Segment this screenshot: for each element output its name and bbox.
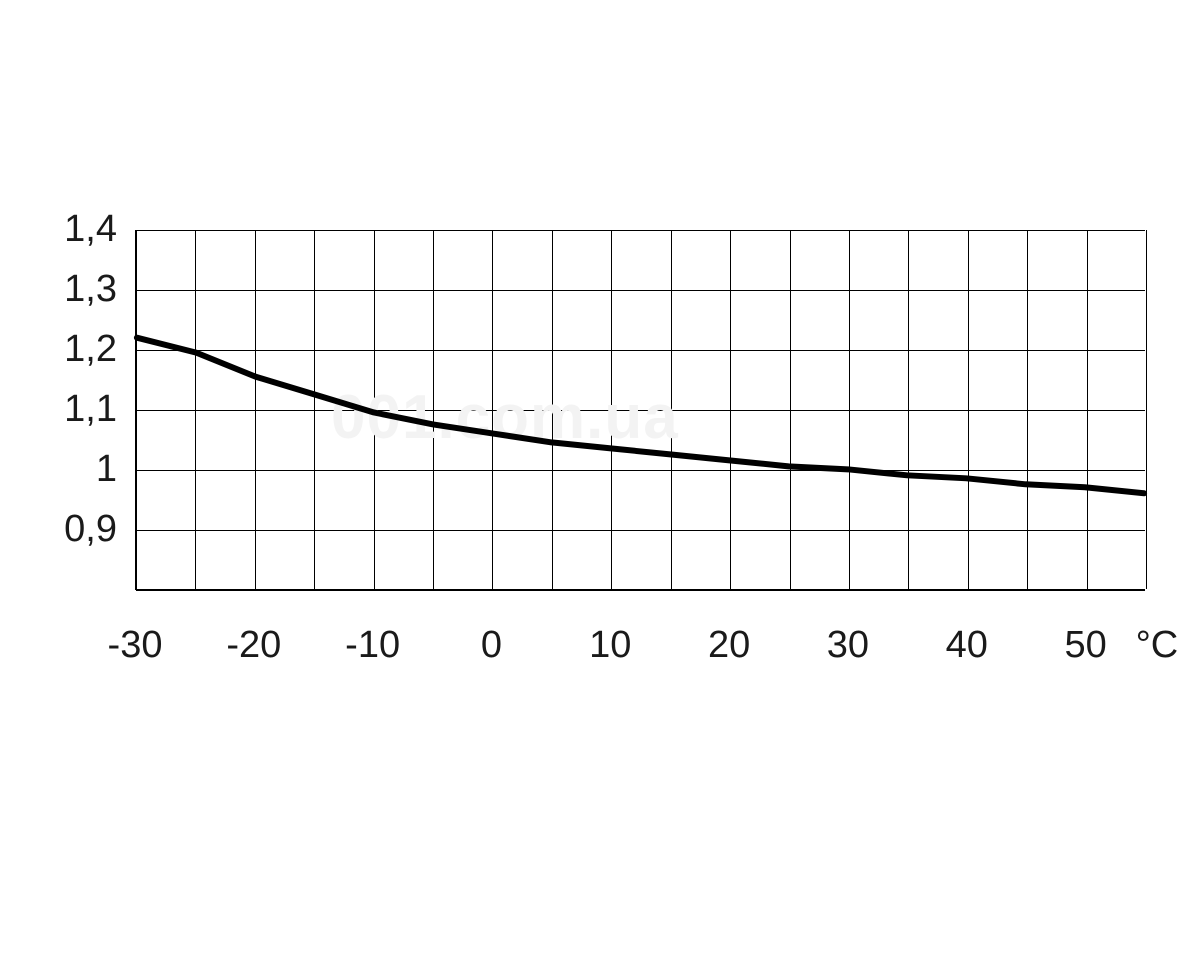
x-tick-label: -10 [345,624,400,667]
y-tick-label: 1,3 [64,268,117,311]
x-tick-label: 30 [827,624,869,667]
plot-area: 001.com.ua [135,230,1145,590]
x-tick-label: -30 [108,624,163,667]
gridline-vertical [1146,230,1147,589]
y-tick-label: 1,4 [64,208,117,251]
x-axis-unit: °C [1136,624,1179,667]
x-tick-label: 20 [708,624,750,667]
line-series [136,230,1145,589]
x-tick-label: 10 [589,624,631,667]
x-tick-label: -20 [226,624,281,667]
y-tick-label: 1 [96,448,117,491]
chart-container: 001.com.ua °C 0,9 1 1,1 1,2 1,3 1,4 -30 -20 -10 0… [0,0,1200,960]
x-tick-label: 40 [946,624,988,667]
x-tick-label: 50 [1064,624,1106,667]
y-tick-label: 1,2 [64,328,117,371]
y-tick-label: 1,1 [64,388,117,431]
gridline-horizontal [136,590,1145,591]
x-tick-label: 0 [481,624,502,667]
y-tick-label: 0,9 [64,508,117,551]
